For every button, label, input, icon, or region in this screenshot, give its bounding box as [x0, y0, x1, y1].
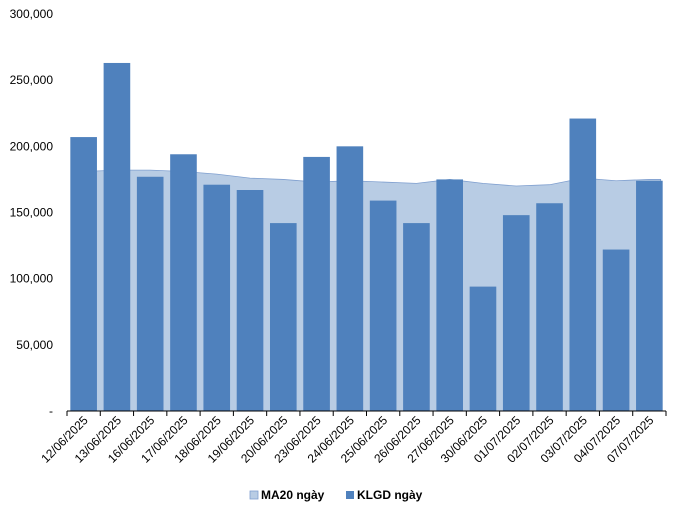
y-tick-labels: - 50,000 100,000 150,000 200,000 250,000 300,0…: [10, 7, 54, 418]
bar-klgd-1: [103, 62, 131, 412]
bar-klgd-16: [602, 249, 630, 411]
y-tick-label: 50,000: [16, 338, 53, 352]
bar-klgd-13: [502, 215, 530, 411]
bar-klgd-12: [469, 286, 497, 411]
legend: MA20 ngày KLGD ngày: [249, 488, 423, 502]
bar-klgd-9: [369, 200, 397, 411]
y-tick-label: 300,000: [10, 7, 54, 21]
x-tick-labels: 12/06/202513/06/202516/06/202517/06/2025…: [38, 413, 656, 466]
bar-klgd-15: [569, 118, 597, 411]
y-tick-label: 250,000: [10, 73, 54, 87]
y-tick-label: 150,000: [10, 206, 54, 220]
y-tick-label: -: [49, 404, 53, 418]
y-tick-label: 100,000: [10, 272, 54, 286]
legend-swatch-ma20: [249, 490, 259, 500]
bar-klgd-5: [236, 190, 264, 411]
bar-klgd-11: [436, 179, 463, 411]
legend-label-ma20: MA20 ngày: [261, 488, 325, 502]
legend-swatch-klgd: [346, 491, 354, 499]
bar-layer: [70, 62, 663, 412]
axis-layer: [66, 410, 667, 416]
bar-klgd-17: [636, 180, 663, 411]
bar-klgd-3: [170, 154, 197, 411]
bar-klgd-10: [403, 223, 430, 411]
bar-klgd-0: [70, 137, 97, 411]
y-tick-label: 200,000: [10, 139, 54, 153]
bar-klgd-2: [136, 176, 164, 411]
bar-klgd-14: [536, 203, 563, 411]
bar-klgd-7: [303, 156, 330, 411]
bar-klgd-6: [269, 223, 297, 411]
bar-klgd-8: [336, 146, 364, 411]
bar-klgd-4: [203, 184, 231, 411]
legend-label-klgd: KLGD ngày: [357, 488, 423, 502]
